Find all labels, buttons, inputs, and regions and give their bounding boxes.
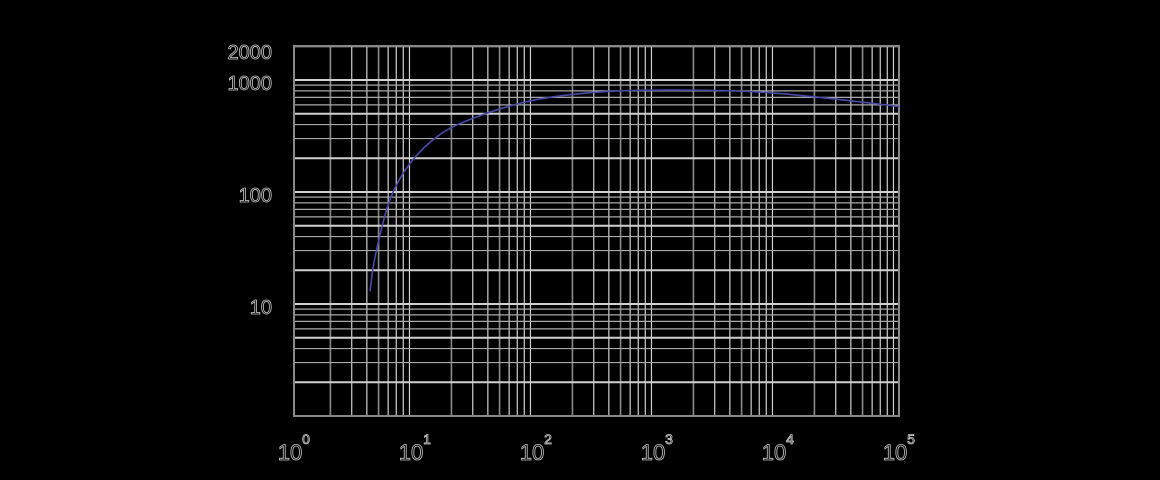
svg-text:10: 10 <box>883 440 907 465</box>
x-tick-label: 104 <box>761 431 794 466</box>
svg-text:10: 10 <box>641 440 665 465</box>
svg-text:5: 5 <box>907 431 915 447</box>
svg-text:10: 10 <box>520 440 544 465</box>
svg-text:3: 3 <box>665 431 673 447</box>
y-tick-label: 100 <box>239 185 272 207</box>
y-axis-labels: 2000 1000 100 10 <box>227 42 273 320</box>
grid <box>294 45 899 416</box>
y-tick-label: 2000 <box>228 42 273 64</box>
x-tick-label: 101 <box>398 431 431 466</box>
svg-text:0: 0 <box>302 431 310 447</box>
data-curve <box>369 89 900 292</box>
y-tick-label: 1000 <box>228 73 273 95</box>
svg-text:4: 4 <box>786 431 794 447</box>
x-tick-label: 102 <box>519 431 552 466</box>
plot-frame <box>293 45 900 417</box>
svg-text:10: 10 <box>278 440 302 465</box>
svg-text:2: 2 <box>544 431 552 447</box>
svg-text:10: 10 <box>399 440 423 465</box>
x-tick-label: 100 <box>277 431 310 466</box>
svg-text:1: 1 <box>423 431 431 447</box>
y-tick-label: 10 <box>250 297 272 319</box>
svg-text:10: 10 <box>762 440 786 465</box>
x-tick-label: 103 <box>640 431 673 466</box>
x-tick-label: 105 <box>882 431 915 466</box>
